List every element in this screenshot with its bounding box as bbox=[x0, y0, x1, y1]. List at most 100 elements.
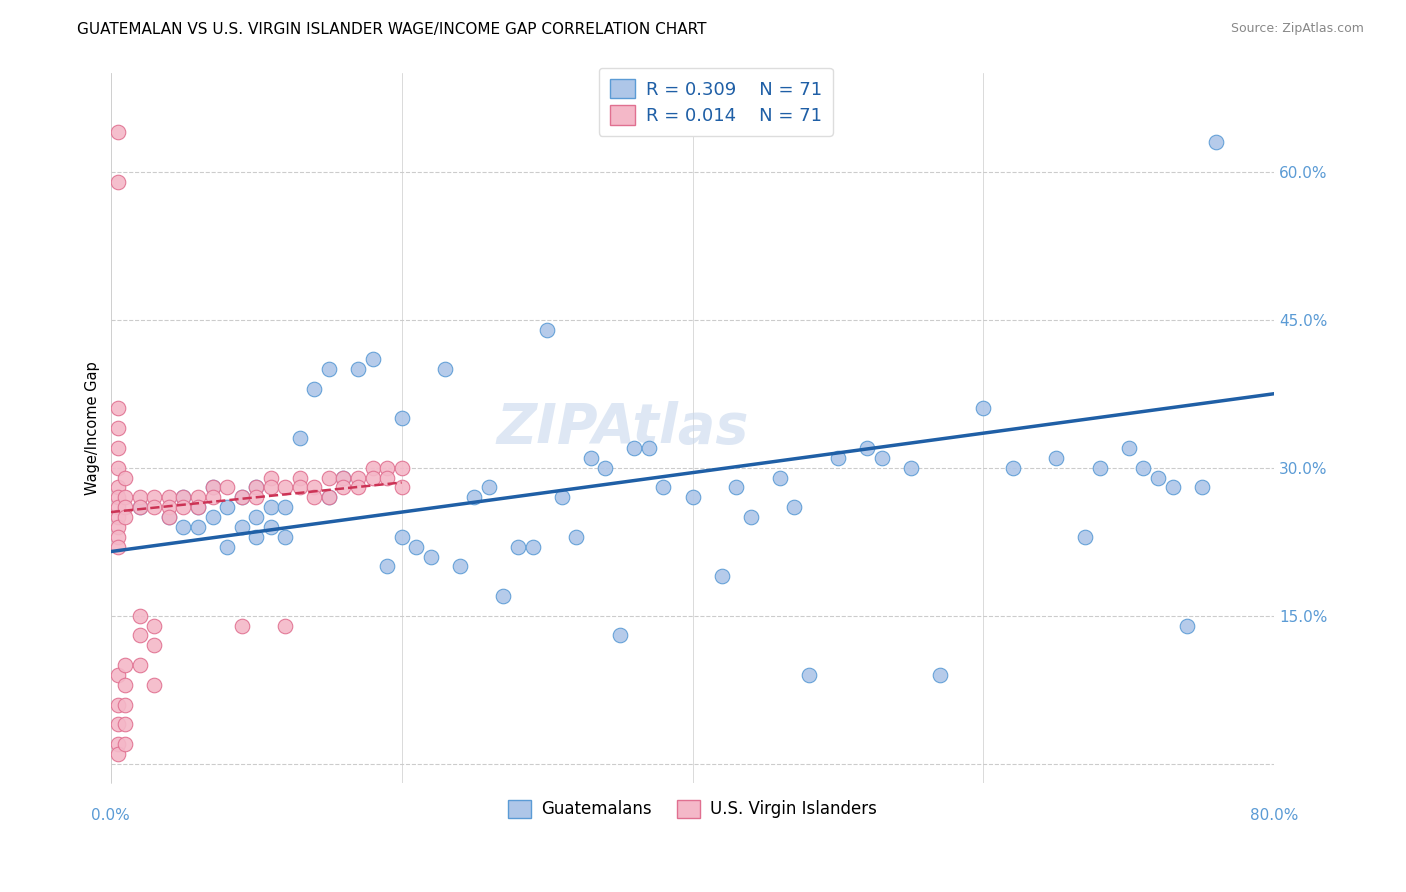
Point bbox=[107, 540, 129, 554]
Point bbox=[114, 678, 136, 692]
Point bbox=[391, 480, 413, 494]
Point bbox=[478, 480, 501, 494]
Point bbox=[114, 510, 136, 524]
Point bbox=[391, 411, 413, 425]
Point bbox=[361, 470, 384, 484]
Point bbox=[725, 480, 748, 494]
Point bbox=[107, 510, 129, 524]
Point bbox=[304, 480, 326, 494]
Point bbox=[128, 628, 150, 642]
Point bbox=[1161, 480, 1184, 494]
Point bbox=[245, 491, 267, 505]
Text: Source: ZipAtlas.com: Source: ZipAtlas.com bbox=[1230, 22, 1364, 36]
Point bbox=[856, 441, 879, 455]
Point bbox=[740, 510, 762, 524]
Point bbox=[347, 470, 370, 484]
Point bbox=[231, 491, 253, 505]
Point bbox=[157, 510, 180, 524]
Point bbox=[375, 559, 398, 574]
Point bbox=[128, 608, 150, 623]
Text: GUATEMALAN VS U.S. VIRGIN ISLANDER WAGE/INCOME GAP CORRELATION CHART: GUATEMALAN VS U.S. VIRGIN ISLANDER WAGE/… bbox=[77, 22, 707, 37]
Point bbox=[522, 540, 544, 554]
Point bbox=[550, 491, 572, 505]
Point bbox=[449, 559, 471, 574]
Point bbox=[114, 698, 136, 712]
Point bbox=[201, 480, 224, 494]
Point bbox=[797, 668, 820, 682]
Point bbox=[107, 668, 129, 682]
Point bbox=[609, 628, 631, 642]
Legend: Guatemalans, U.S. Virgin Islanders: Guatemalans, U.S. Virgin Islanders bbox=[502, 793, 884, 825]
Point bbox=[274, 480, 297, 494]
Point bbox=[260, 500, 283, 515]
Point bbox=[201, 480, 224, 494]
Point bbox=[318, 470, 340, 484]
Point bbox=[157, 500, 180, 515]
Point bbox=[172, 491, 194, 505]
Point bbox=[304, 382, 326, 396]
Point bbox=[1045, 450, 1067, 465]
Point bbox=[107, 491, 129, 505]
Point bbox=[361, 352, 384, 367]
Point bbox=[245, 530, 267, 544]
Point bbox=[1001, 460, 1024, 475]
Point bbox=[114, 491, 136, 505]
Point bbox=[231, 520, 253, 534]
Point bbox=[107, 125, 129, 139]
Point bbox=[187, 500, 209, 515]
Point bbox=[391, 460, 413, 475]
Point bbox=[245, 480, 267, 494]
Point bbox=[231, 618, 253, 632]
Text: ZIPAtlas: ZIPAtlas bbox=[496, 401, 749, 455]
Point bbox=[107, 530, 129, 544]
Point bbox=[304, 491, 326, 505]
Point bbox=[1191, 480, 1213, 494]
Point bbox=[107, 737, 129, 751]
Point bbox=[217, 540, 239, 554]
Point bbox=[375, 470, 398, 484]
Point bbox=[217, 480, 239, 494]
Point bbox=[638, 441, 661, 455]
Point bbox=[391, 530, 413, 544]
Point bbox=[114, 470, 136, 484]
Point bbox=[347, 362, 370, 376]
Point bbox=[114, 658, 136, 673]
Point bbox=[928, 668, 950, 682]
Point bbox=[201, 491, 224, 505]
Point bbox=[361, 460, 384, 475]
Point bbox=[827, 450, 849, 465]
Point bbox=[347, 480, 370, 494]
Point bbox=[288, 480, 311, 494]
Point bbox=[128, 491, 150, 505]
Point bbox=[114, 717, 136, 731]
Point bbox=[463, 491, 485, 505]
Point bbox=[107, 747, 129, 761]
Point bbox=[128, 658, 150, 673]
Point bbox=[1088, 460, 1111, 475]
Point bbox=[187, 520, 209, 534]
Point bbox=[107, 401, 129, 416]
Point bbox=[157, 491, 180, 505]
Point bbox=[579, 450, 602, 465]
Point bbox=[318, 491, 340, 505]
Point bbox=[217, 500, 239, 515]
Point bbox=[187, 500, 209, 515]
Point bbox=[107, 717, 129, 731]
Text: 0.0%: 0.0% bbox=[91, 808, 131, 823]
Point bbox=[245, 510, 267, 524]
Point bbox=[245, 480, 267, 494]
Point bbox=[172, 500, 194, 515]
Point bbox=[107, 460, 129, 475]
Point bbox=[332, 480, 354, 494]
Point bbox=[274, 530, 297, 544]
Point bbox=[172, 520, 194, 534]
Point bbox=[870, 450, 893, 465]
Point bbox=[288, 470, 311, 484]
Point bbox=[419, 549, 441, 564]
Point bbox=[1147, 470, 1170, 484]
Point bbox=[536, 322, 558, 336]
Point bbox=[260, 480, 283, 494]
Point bbox=[260, 520, 283, 534]
Point bbox=[900, 460, 922, 475]
Point bbox=[318, 491, 340, 505]
